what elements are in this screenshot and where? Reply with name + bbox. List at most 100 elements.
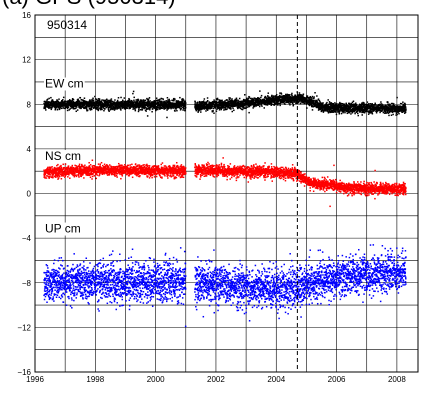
data-point	[57, 178, 59, 180]
data-point	[267, 96, 269, 98]
data-point	[72, 103, 74, 105]
data-point	[77, 167, 79, 169]
data-point	[68, 104, 70, 107]
data-point	[242, 106, 244, 109]
data-point	[88, 106, 90, 108]
data-point	[66, 169, 69, 171]
data-point	[86, 108, 88, 111]
data-point	[90, 102, 93, 104]
data-point	[66, 167, 69, 169]
data-point	[64, 104, 66, 107]
data-point	[229, 106, 231, 108]
data-point	[184, 108, 186, 110]
data-point	[172, 106, 174, 109]
data-point	[401, 106, 403, 108]
data-point	[135, 99, 137, 101]
data-point	[97, 102, 99, 105]
data-point	[396, 113, 398, 116]
data-point	[141, 104, 143, 106]
data-point	[311, 109, 314, 111]
data-point	[97, 163, 100, 165]
data-point	[375, 109, 378, 111]
data-point	[359, 111, 361, 113]
data-point	[216, 101, 218, 104]
data-point	[267, 95, 269, 97]
data-point	[96, 108, 98, 111]
data-point	[370, 109, 372, 111]
data-point	[148, 97, 151, 99]
data-point	[199, 103, 201, 106]
data-point	[60, 168, 62, 170]
data-point	[132, 103, 135, 105]
data-point	[136, 100, 139, 102]
data-point	[262, 102, 264, 104]
data-point	[206, 97, 209, 99]
data-point	[62, 96, 65, 99]
data-point	[58, 171, 60, 174]
data-point	[392, 113, 394, 116]
data-point	[201, 107, 204, 110]
data-point	[52, 105, 54, 108]
data-point	[398, 112, 400, 115]
data-point	[217, 98, 219, 101]
data-point	[390, 114, 393, 116]
data-point	[288, 103, 290, 105]
data-point	[77, 99, 80, 102]
data-point	[308, 104, 311, 107]
data-point	[256, 101, 258, 104]
data-point	[300, 100, 302, 102]
data-point	[46, 106, 48, 108]
data-point	[274, 95, 276, 97]
data-point	[118, 105, 120, 107]
data-point	[339, 101, 341, 104]
data-point	[220, 99, 222, 102]
data-point	[102, 103, 104, 105]
data-point	[348, 112, 350, 114]
data-point	[64, 163, 67, 165]
data-point	[85, 107, 88, 109]
data-point	[174, 102, 177, 105]
data-point	[133, 107, 135, 110]
data-point	[79, 170, 81, 173]
data-point	[403, 104, 405, 107]
data-point	[144, 107, 147, 109]
data-point	[307, 97, 309, 99]
chart-title: (a) GPS (950314)	[2, 0, 176, 9]
data-points	[43, 90, 407, 328]
data-point	[83, 104, 86, 106]
data-point	[346, 106, 349, 108]
data-point	[207, 103, 209, 105]
data-point	[355, 103, 358, 106]
data-point	[386, 105, 388, 107]
data-point	[276, 96, 278, 99]
data-point	[352, 104, 354, 106]
data-point	[48, 107, 50, 109]
data-point	[82, 100, 85, 103]
data-point	[263, 107, 265, 109]
data-point	[289, 104, 291, 106]
data-point	[79, 107, 81, 109]
data-point	[86, 172, 88, 174]
data-point	[310, 102, 312, 105]
data-point	[272, 96, 275, 99]
data-point	[157, 99, 159, 101]
data-point	[241, 104, 244, 107]
data-point	[376, 107, 378, 109]
data-point	[51, 175, 53, 177]
data-point	[338, 112, 341, 115]
data-point	[369, 112, 372, 114]
data-point	[121, 99, 124, 102]
data-point	[196, 107, 199, 109]
data-point	[281, 102, 283, 104]
data-point	[308, 101, 311, 104]
data-point	[267, 92, 270, 94]
data-point	[181, 100, 184, 102]
data-point	[165, 100, 167, 102]
data-point	[62, 107, 64, 109]
data-point	[58, 98, 60, 100]
data-point	[296, 100, 298, 102]
data-point	[75, 165, 78, 167]
data-point	[180, 108, 182, 110]
data-point	[61, 99, 63, 102]
data-point	[338, 111, 341, 113]
